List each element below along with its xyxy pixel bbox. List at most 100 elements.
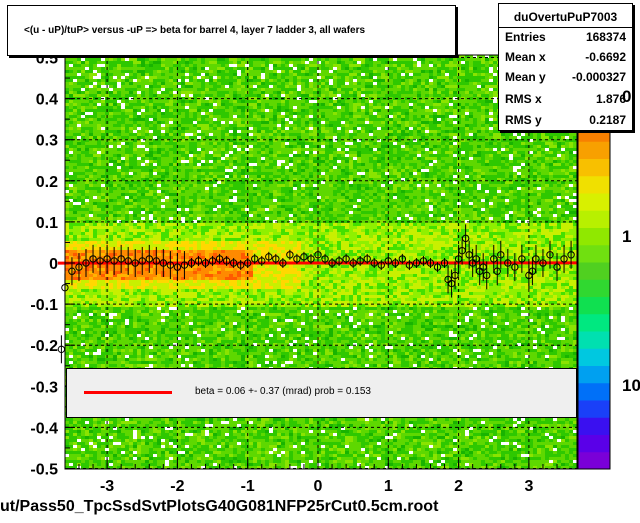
heatmap-cell xyxy=(105,166,109,169)
heatmap-cell xyxy=(97,166,101,169)
heatmap-cell xyxy=(185,61,189,64)
heatmap-cell xyxy=(309,127,313,130)
heatmap-cell xyxy=(201,94,205,97)
heatmap-cell xyxy=(309,73,313,76)
heatmap-cell xyxy=(81,136,85,139)
heatmap-cell xyxy=(405,169,409,172)
heatmap-cell xyxy=(133,121,137,124)
heatmap-cell xyxy=(213,136,217,139)
heatmap-cell xyxy=(77,67,81,70)
heatmap-cell xyxy=(109,145,113,148)
heatmap-cell xyxy=(329,148,333,151)
heatmap-cell xyxy=(93,64,97,67)
heatmap-cell xyxy=(417,64,421,67)
heatmap-cell xyxy=(129,73,133,76)
heatmap-cell xyxy=(417,88,421,91)
heatmap-cell xyxy=(341,127,345,130)
heatmap-cell xyxy=(77,151,81,154)
heatmap-cell xyxy=(309,88,313,91)
heatmap-cell xyxy=(237,157,241,160)
heatmap-cell xyxy=(93,70,97,73)
heatmap-cell xyxy=(177,121,181,124)
heatmap-cell xyxy=(133,169,137,172)
heatmap-cell xyxy=(341,55,345,58)
heatmap-cell xyxy=(373,112,377,115)
heatmap-cell xyxy=(81,163,85,166)
heatmap-cell xyxy=(561,157,565,160)
heatmap-cell xyxy=(305,133,309,136)
heatmap-cell xyxy=(513,136,517,139)
heatmap-cell xyxy=(297,127,301,130)
heatmap-cell xyxy=(113,124,117,127)
heatmap-cell xyxy=(405,163,409,166)
heatmap-cell xyxy=(413,115,417,118)
heatmap-cell xyxy=(289,58,293,61)
heatmap-cell xyxy=(381,55,385,58)
heatmap-cell xyxy=(453,145,457,148)
heatmap-cell xyxy=(181,133,185,136)
heatmap-cell xyxy=(489,88,493,91)
heatmap-cell xyxy=(541,166,545,169)
heatmap-cell xyxy=(81,73,85,76)
heatmap-cell xyxy=(397,100,401,103)
heatmap-cell xyxy=(341,109,345,112)
heatmap-cell xyxy=(273,163,277,166)
heatmap-cell xyxy=(229,103,233,106)
heatmap-cell xyxy=(137,88,141,91)
heatmap-cell xyxy=(353,55,357,58)
heatmap-cell xyxy=(213,55,217,58)
heatmap-cell xyxy=(197,106,201,109)
heatmap-cell xyxy=(333,151,337,154)
heatmap-cell xyxy=(389,115,393,118)
heatmap-cell xyxy=(201,70,205,73)
heatmap-cell xyxy=(405,106,409,109)
heatmap-cell xyxy=(309,136,313,139)
heatmap-cell xyxy=(425,145,429,148)
heatmap-cell xyxy=(101,118,105,121)
heatmap-cell xyxy=(97,64,101,67)
heatmap-cell xyxy=(565,154,569,157)
heatmap-cell xyxy=(265,163,269,166)
heatmap-cell xyxy=(197,148,201,151)
heatmap-cell xyxy=(149,118,153,121)
heatmap-cell xyxy=(389,118,393,121)
heatmap-cell xyxy=(237,85,241,88)
heatmap-cell xyxy=(93,67,97,70)
heatmap-cell xyxy=(193,142,197,145)
heatmap-cell xyxy=(93,130,97,133)
heatmap-cell xyxy=(149,139,153,142)
heatmap-cell xyxy=(265,160,269,163)
heatmap-cell xyxy=(385,73,389,76)
heatmap-cell xyxy=(97,58,101,61)
heatmap-cell xyxy=(345,130,349,133)
heatmap-cell xyxy=(533,130,537,133)
heatmap-cell xyxy=(145,76,149,79)
heatmap-cell xyxy=(493,109,497,112)
heatmap-cell xyxy=(493,169,497,172)
heatmap-cell xyxy=(549,157,553,160)
heatmap-cell xyxy=(289,142,293,145)
heatmap-cell xyxy=(381,73,385,76)
heatmap-cell xyxy=(305,94,309,97)
heatmap-cell xyxy=(257,82,261,85)
heatmap-cell xyxy=(129,94,133,97)
heatmap-cell xyxy=(205,121,209,124)
heatmap-cell xyxy=(441,64,445,67)
heatmap-cell xyxy=(449,94,453,97)
heatmap-cell xyxy=(69,88,73,91)
heatmap-cell xyxy=(157,154,161,157)
heatmap-cell xyxy=(293,61,297,64)
heatmap-cell xyxy=(413,154,417,157)
heatmap-cell xyxy=(413,55,417,58)
heatmap-cell xyxy=(289,115,293,118)
heatmap-cell xyxy=(133,106,137,109)
heatmap-cell xyxy=(337,76,341,79)
heatmap-cell xyxy=(337,115,341,118)
heatmap-cell xyxy=(161,169,165,172)
heatmap-cell xyxy=(441,139,445,142)
heatmap-cell xyxy=(217,154,221,157)
heatmap-cell xyxy=(481,133,485,136)
heatmap-cell xyxy=(445,64,449,67)
heatmap-cell xyxy=(185,157,189,160)
heatmap-cell xyxy=(173,169,177,172)
